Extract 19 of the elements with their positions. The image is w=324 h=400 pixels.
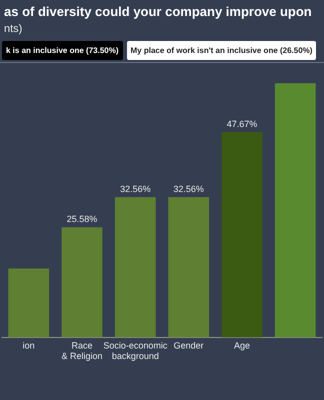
bar bbox=[114, 197, 156, 338]
data-label: 32.56% bbox=[120, 184, 151, 194]
bar bbox=[62, 227, 102, 338]
chart-title: as of diversity could your company improve upon bbox=[3, 3, 313, 19]
x-tick-label: Gender bbox=[174, 340, 204, 350]
text: My place of work isn't an inclusive one (26.50%) bbox=[126, 41, 316, 60]
data-label: 47.67% bbox=[226, 119, 258, 130]
x-tick-label: ion bbox=[22, 340, 35, 350]
text: k is an inclusive one (73.50%) bbox=[2, 41, 122, 60]
bar bbox=[168, 197, 210, 338]
data-label: 25.58% bbox=[66, 214, 98, 224]
chart-subtitle: nts) bbox=[3, 22, 24, 37]
x-tick-label: Socio-economic background bbox=[103, 340, 168, 362]
bar bbox=[222, 132, 262, 338]
bar bbox=[274, 83, 316, 338]
x-tick-label: Race & Religion bbox=[61, 340, 103, 362]
x-tick-label: Age bbox=[234, 340, 250, 350]
data-label: 32.56% bbox=[173, 184, 204, 194]
bar bbox=[8, 268, 50, 338]
